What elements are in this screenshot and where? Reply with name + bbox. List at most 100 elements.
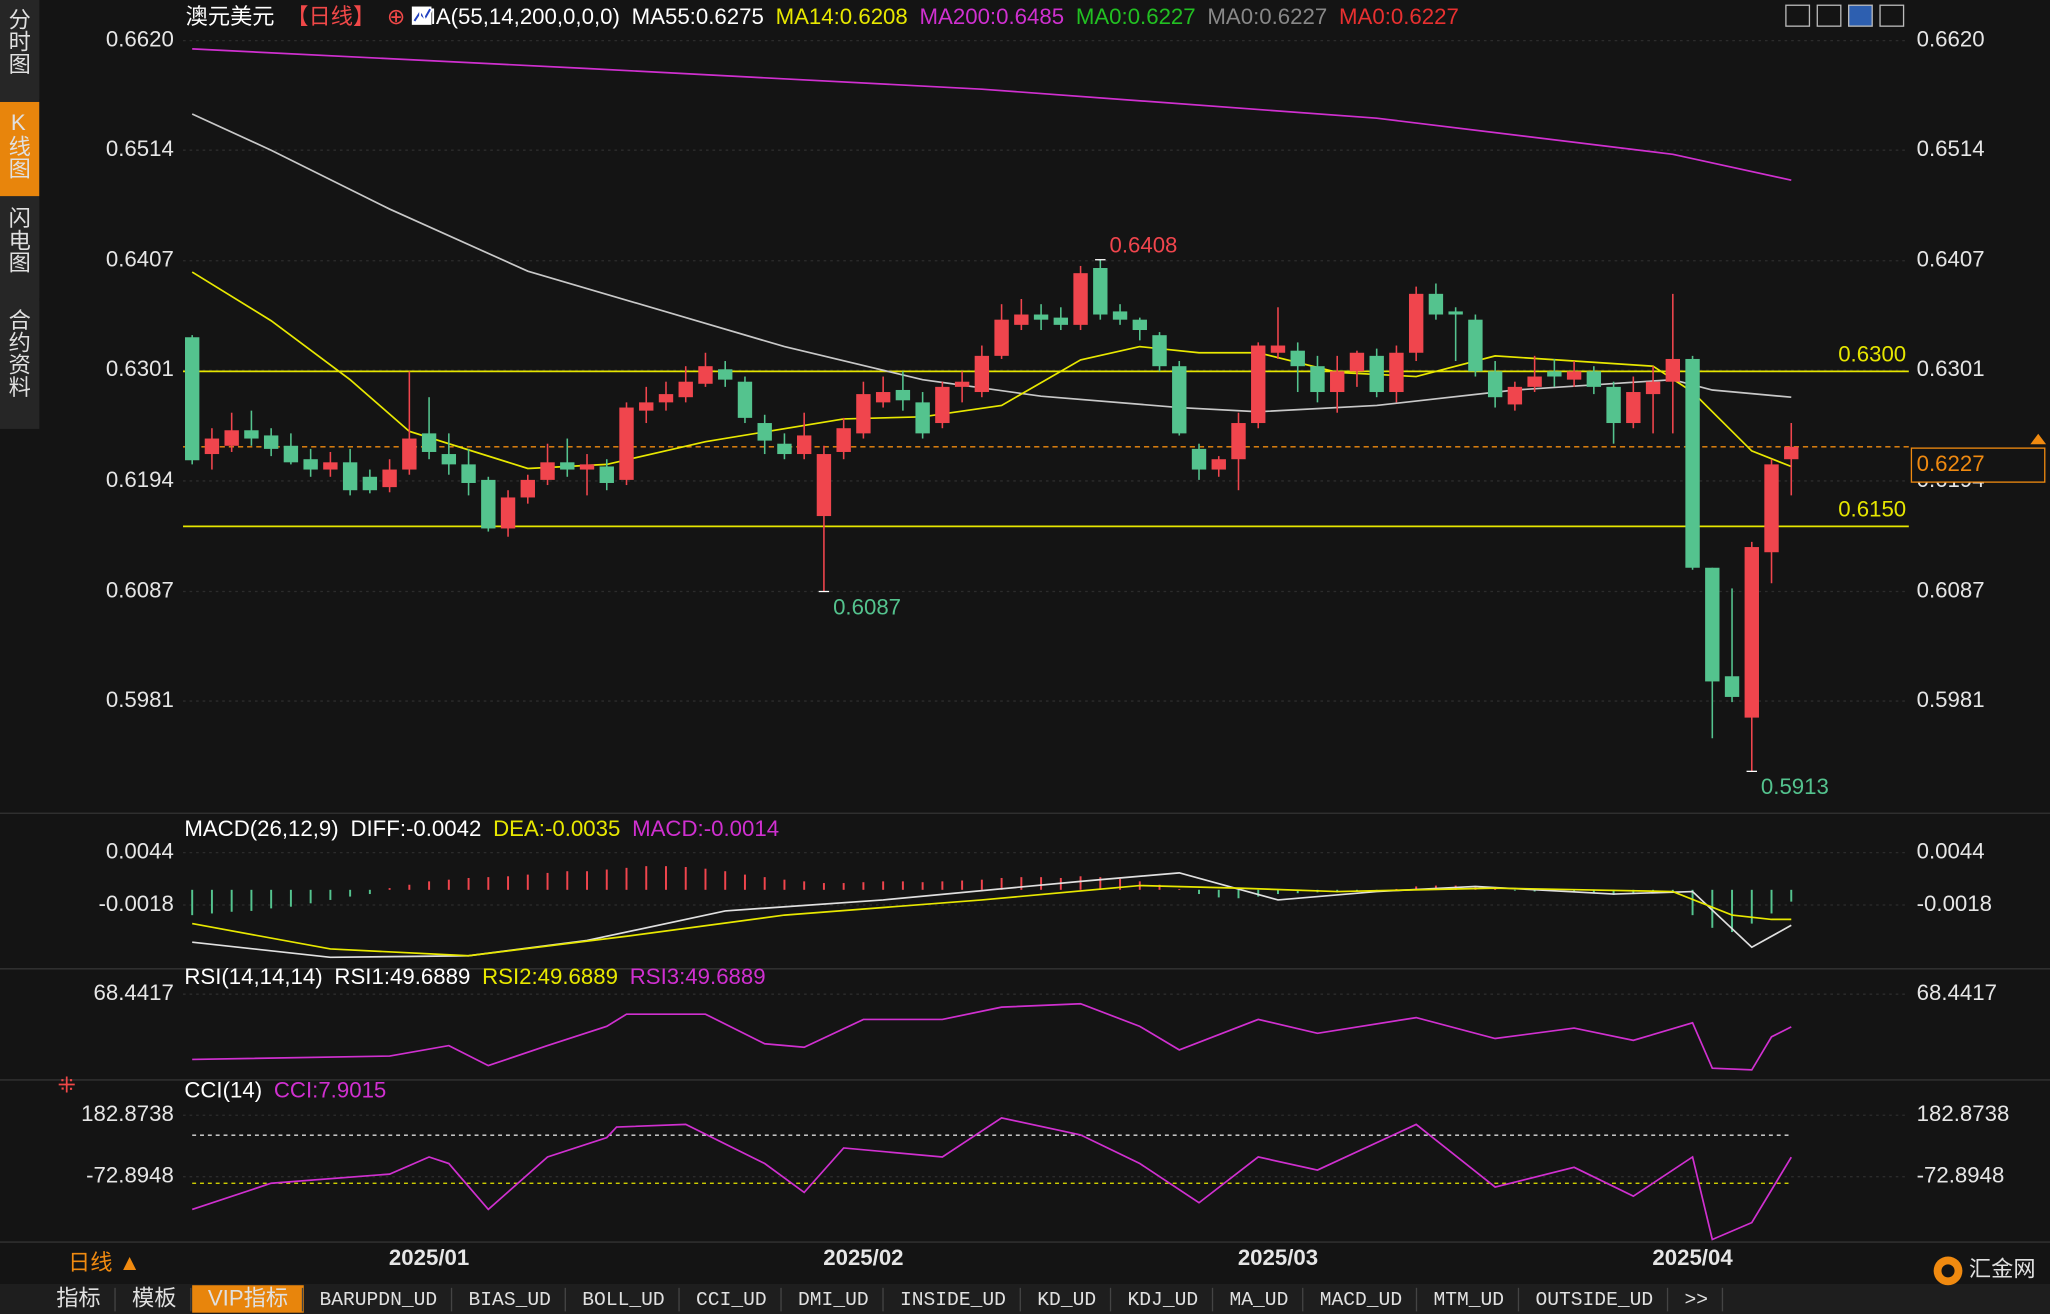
x-tick-label: 2025/02: [823, 1245, 903, 1270]
candle-body: [935, 386, 950, 424]
sidebar-tab-label[interactable]: 合约资料: [6, 308, 31, 398]
candle-body: [184, 337, 200, 461]
candle-body: [1349, 352, 1365, 372]
toolbar-item[interactable]: VIP指标: [208, 1285, 288, 1310]
toolbar-item[interactable]: BIAS_UD: [469, 1289, 551, 1311]
candle-body: [1468, 319, 1483, 372]
toolbar-item[interactable]: DMI_UD: [798, 1289, 869, 1311]
candle-body: [421, 433, 437, 452]
toolbar-item[interactable]: 模板: [132, 1285, 176, 1310]
candle-body: [1389, 352, 1404, 393]
candle-body: [1665, 358, 1681, 382]
candle-body: [1290, 350, 1305, 367]
candle-body: [915, 402, 930, 434]
candle-body: [500, 497, 516, 529]
legend-item: RSI1:49.6889: [334, 964, 470, 989]
candle-body: [836, 428, 851, 452]
candle-body: [1724, 676, 1740, 697]
candle-body: [1448, 311, 1463, 315]
candle-body: [1369, 355, 1384, 393]
toolbar-item[interactable]: INSIDE_UD: [900, 1289, 1006, 1311]
logo: 汇金网: [1969, 1257, 2036, 1282]
toolbar-item[interactable]: >>: [1685, 1289, 1709, 1311]
candle-body: [441, 454, 457, 465]
toolbar-item[interactable]: BOLL_UD: [582, 1289, 664, 1311]
sidebar-tab-label[interactable]: K线图: [6, 110, 31, 180]
sidebar-tab[interactable]: [0, 101, 40, 197]
sidebar-tab[interactable]: [0, 300, 40, 429]
period-label[interactable]: 日线 ▲: [68, 1250, 141, 1275]
sidebar-tab-label[interactable]: 闪电图: [6, 206, 31, 273]
candle-body: [1093, 268, 1108, 315]
y-tick-label-right: 0.6087: [1917, 577, 1985, 602]
candle-body: [520, 479, 535, 498]
annotation: 0.6408: [1109, 233, 1177, 258]
candle-body: [461, 464, 476, 483]
header-icon: [411, 6, 432, 25]
x-tick-label: 2025/03: [1238, 1245, 1318, 1270]
candle-body: [698, 366, 713, 384]
x-tick-label: 2025/04: [1652, 1245, 1733, 1270]
toolbar-item[interactable]: KD_UD: [1037, 1289, 1096, 1311]
annotation: 0.5913: [1761, 774, 1829, 799]
sidebar-tab[interactable]: [0, 0, 40, 100]
sidebar-tab-label[interactable]: 分时图: [6, 7, 31, 74]
candle-body: [560, 462, 575, 470]
candle-body: [994, 319, 1009, 356]
legend-item: DEA:-0.0035: [493, 816, 620, 841]
candle-body: [1053, 317, 1069, 325]
toolbar-item[interactable]: MA_UD: [1230, 1289, 1289, 1311]
toolbar-active: [192, 1285, 304, 1313]
legend-item: MA55:0.6275: [632, 4, 764, 29]
annotation: 0.6087: [833, 594, 901, 619]
candle-body: [1408, 293, 1424, 353]
toolbar-item[interactable]: BARUPDN_UD: [319, 1289, 437, 1311]
candle-body: [263, 435, 279, 449]
candle-body: [481, 479, 496, 529]
toolbar-item[interactable]: MACD_UD: [1320, 1289, 1402, 1311]
candle-body: [1744, 547, 1759, 718]
sidebar-tab[interactable]: [0, 198, 40, 299]
y-tick-label: 0.6407: [106, 247, 174, 272]
candle-body: [1705, 567, 1720, 682]
legend-item: MA0:0.6227: [1207, 4, 1327, 29]
y-tick-label: 0.6620: [106, 26, 174, 51]
candle-body: [1014, 314, 1029, 325]
legend-item: DIFF:-0.0042: [350, 816, 481, 841]
y-tick-label-right: 0.6514: [1917, 136, 1985, 161]
candle-body: [974, 355, 990, 393]
candle-body: [579, 464, 595, 470]
toolbar-item[interactable]: OUTSIDE_UD: [1535, 1289, 1653, 1311]
candle-body: [1112, 311, 1128, 320]
y-tick-label: 0.0044: [106, 839, 174, 864]
toolbar-item[interactable]: CCI_UD: [696, 1289, 767, 1311]
x-tick-label: 2025/01: [389, 1245, 469, 1270]
y-tick-label-right: 68.4417: [1917, 980, 1997, 1005]
indicator-icon: ⁜: [58, 1072, 77, 1097]
legend-item: MA0:0.6227: [1339, 4, 1459, 29]
candle-body: [875, 392, 891, 403]
candle-body: [777, 443, 792, 455]
candle-body: [954, 381, 970, 387]
legend-item: RSI(14,14,14): [184, 964, 322, 989]
y-tick-label: 0.6194: [106, 467, 174, 492]
candle-body: [1172, 366, 1187, 434]
y-tick-label-right: -72.8948: [1917, 1163, 2005, 1188]
candle-body: [1191, 448, 1207, 470]
candle-body: [283, 445, 299, 463]
candle-body: [599, 466, 614, 483]
toolbar-icons[interactable]: [1785, 4, 1905, 27]
last-price-box: [1910, 447, 2046, 483]
toolbar-item[interactable]: 指标: [56, 1285, 100, 1310]
candle-body: [1764, 464, 1779, 553]
candle-body: [856, 394, 871, 434]
candle-body: [1330, 371, 1345, 393]
candle-body: [1152, 335, 1167, 367]
toolbar-item[interactable]: KDJ_UD: [1128, 1289, 1199, 1311]
candle-body: [1685, 358, 1700, 568]
toolbar-item[interactable]: MTM_UD: [1433, 1289, 1504, 1311]
last-price-label: 0.6227: [1917, 451, 1985, 476]
legend-item: MACD:-0.0014: [632, 816, 779, 841]
